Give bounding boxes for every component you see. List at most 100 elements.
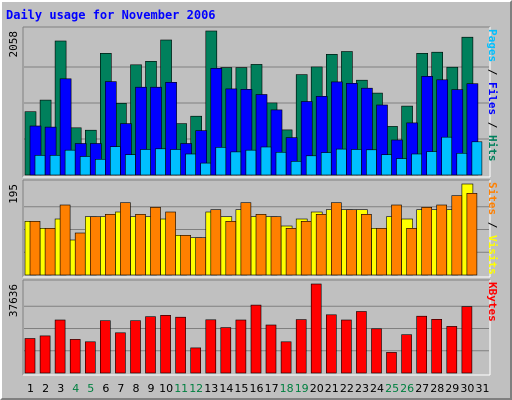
bar-kbytes-day-27 xyxy=(416,315,428,374)
x-tick-label-day-9: 9 xyxy=(148,382,155,395)
panel-legend: Sites / Visits xyxy=(486,182,499,275)
legend-part: Hits xyxy=(486,135,499,162)
bar-kbytes-day-3 xyxy=(54,319,66,374)
x-tick-label-day-3: 3 xyxy=(57,382,64,395)
x-tick-label-day-15: 15 xyxy=(234,382,248,395)
bar-pages-day-6 xyxy=(110,146,121,176)
x-tick-label-day-5: 5 xyxy=(87,382,94,395)
legend-part: / xyxy=(486,62,499,82)
bar-pages-day-1 xyxy=(34,155,46,176)
legend-part: Sites xyxy=(486,182,499,215)
bar-sites-day-11 xyxy=(180,235,191,276)
bar-kbytes-day-13 xyxy=(205,319,217,374)
x-tick-label-day-14: 14 xyxy=(219,382,233,395)
bar-kbytes-day-6 xyxy=(100,320,111,374)
panel-legend: KBytes xyxy=(486,282,499,322)
bar-pages-day-14 xyxy=(230,151,242,176)
x-tick-label-day-18: 18 xyxy=(280,382,294,395)
bar-kbytes-day-30 xyxy=(461,306,473,374)
bar-kbytes-day-15 xyxy=(235,319,247,374)
panel-legend: Pages / Files / Hits xyxy=(486,29,499,162)
bar-sites-day-1 xyxy=(29,221,41,276)
bar-kbytes-day-20 xyxy=(310,283,322,374)
panel-3: 37636 KBytes xyxy=(7,279,499,376)
bar-pages-day-12 xyxy=(200,162,211,176)
x-tick-label-day-17: 17 xyxy=(265,382,279,395)
bar-sites-day-29 xyxy=(451,195,463,276)
bar-pages-day-4 xyxy=(79,156,91,176)
bar-pages-day-19 xyxy=(305,155,317,176)
x-tick-label-day-24: 24 xyxy=(370,382,384,395)
x-tick-label-day-8: 8 xyxy=(133,382,140,395)
bar-kbytes-day-9 xyxy=(145,316,156,374)
bar-sites-day-24 xyxy=(376,228,387,276)
bar-pages-day-3 xyxy=(64,149,76,176)
x-tick-label-day-11: 11 xyxy=(174,382,188,395)
bar-pages-day-5 xyxy=(95,159,106,176)
bar-pages-day-20 xyxy=(320,152,332,176)
x-tick-label-day-27: 27 xyxy=(415,382,429,395)
bar-sites-day-19 xyxy=(300,221,312,276)
x-tick-label-day-20: 20 xyxy=(310,382,324,395)
bar-pages-day-28 xyxy=(441,136,453,176)
bar-kbytes-day-11 xyxy=(175,316,186,374)
bar-sites-day-28 xyxy=(436,204,448,276)
bar-pages-day-21 xyxy=(335,148,347,176)
bar-kbytes-day-21 xyxy=(325,314,337,374)
bar-kbytes-day-4 xyxy=(69,339,81,374)
bar-sites-day-16 xyxy=(255,214,267,276)
bar-pages-day-26 xyxy=(411,153,422,176)
x-tick-label-day-30: 30 xyxy=(460,382,474,395)
x-tick-label-day-13: 13 xyxy=(204,382,218,395)
bar-sites-day-7 xyxy=(120,202,131,276)
bar-pages-day-7 xyxy=(125,154,136,176)
x-axis: 1 2 3 4 5 6 7 8 9 10 11 12 13 14 15 16 17 18 19 20 21 22 23 24 2… xyxy=(27,382,490,395)
bar-sites-day-21 xyxy=(330,202,342,276)
bar-pages-day-23 xyxy=(366,149,377,176)
bar-kbytes-day-24 xyxy=(371,328,382,374)
x-tick-label-day-26: 26 xyxy=(400,382,414,395)
bar-pages-day-2 xyxy=(49,155,61,176)
bar-pages-day-16 xyxy=(260,146,272,176)
bar-kbytes-day-29 xyxy=(446,326,458,374)
x-tick-label-day-2: 2 xyxy=(42,382,49,395)
y-max-label: 2058 xyxy=(7,31,20,58)
bar-kbytes-day-22 xyxy=(341,319,352,374)
x-tick-label-day-19: 19 xyxy=(295,382,309,395)
bar-pages-day-11 xyxy=(185,153,196,176)
bar-sites-day-22 xyxy=(346,209,357,276)
x-tick-label-day-28: 28 xyxy=(430,382,444,395)
bar-sites-day-25 xyxy=(391,204,402,276)
bar-sites-day-27 xyxy=(421,207,433,276)
bar-kbytes-day-8 xyxy=(130,320,141,374)
bar-kbytes-day-18 xyxy=(280,341,292,374)
bar-pages-day-9 xyxy=(155,148,166,176)
series-kbytes xyxy=(24,283,473,374)
bar-sites-day-8 xyxy=(135,214,146,276)
bar-kbytes-day-14 xyxy=(220,327,232,374)
chart-title: Daily usage for November 2006 xyxy=(6,8,216,22)
series-pages xyxy=(34,136,483,176)
bar-sites-day-26 xyxy=(406,228,417,276)
bar-kbytes-day-28 xyxy=(431,318,443,374)
bar-kbytes-day-25 xyxy=(386,352,397,374)
x-tick-label-day-29: 29 xyxy=(445,382,459,395)
bar-sites-day-5 xyxy=(90,216,101,276)
bar-kbytes-day-1 xyxy=(24,338,36,374)
bar-sites-day-4 xyxy=(74,232,86,276)
x-tick-label-day-31: 31 xyxy=(476,382,490,395)
legend-part: Files xyxy=(486,82,499,115)
bar-sites-day-12 xyxy=(195,237,206,276)
bar-pages-day-27 xyxy=(426,151,438,176)
bar-pages-day-10 xyxy=(170,149,181,176)
bar-pages-day-17 xyxy=(275,152,287,176)
bar-sites-day-10 xyxy=(165,211,176,276)
bar-pages-day-15 xyxy=(245,149,257,176)
bar-kbytes-day-26 xyxy=(401,334,412,374)
bar-kbytes-day-12 xyxy=(190,347,201,374)
legend-part: / xyxy=(486,215,499,235)
y-max-label: 37636 xyxy=(7,284,20,317)
bar-kbytes-day-17 xyxy=(265,324,277,374)
panel-1: 2058 Pages / Files / Hits xyxy=(7,26,499,178)
